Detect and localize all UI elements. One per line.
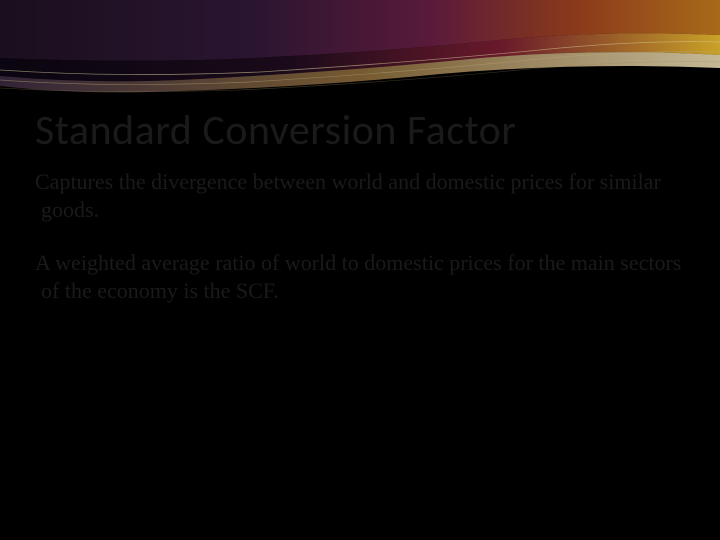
body-paragraph: A weighted average ratio of world to dom… (35, 249, 685, 304)
body-paragraph: Captures the divergence between world an… (35, 168, 685, 223)
header-swoosh-graphic (0, 0, 720, 110)
slide-title: Standard Conversion Factor (35, 105, 685, 156)
slide-content: Standard Conversion Factor Captures the … (35, 105, 685, 330)
